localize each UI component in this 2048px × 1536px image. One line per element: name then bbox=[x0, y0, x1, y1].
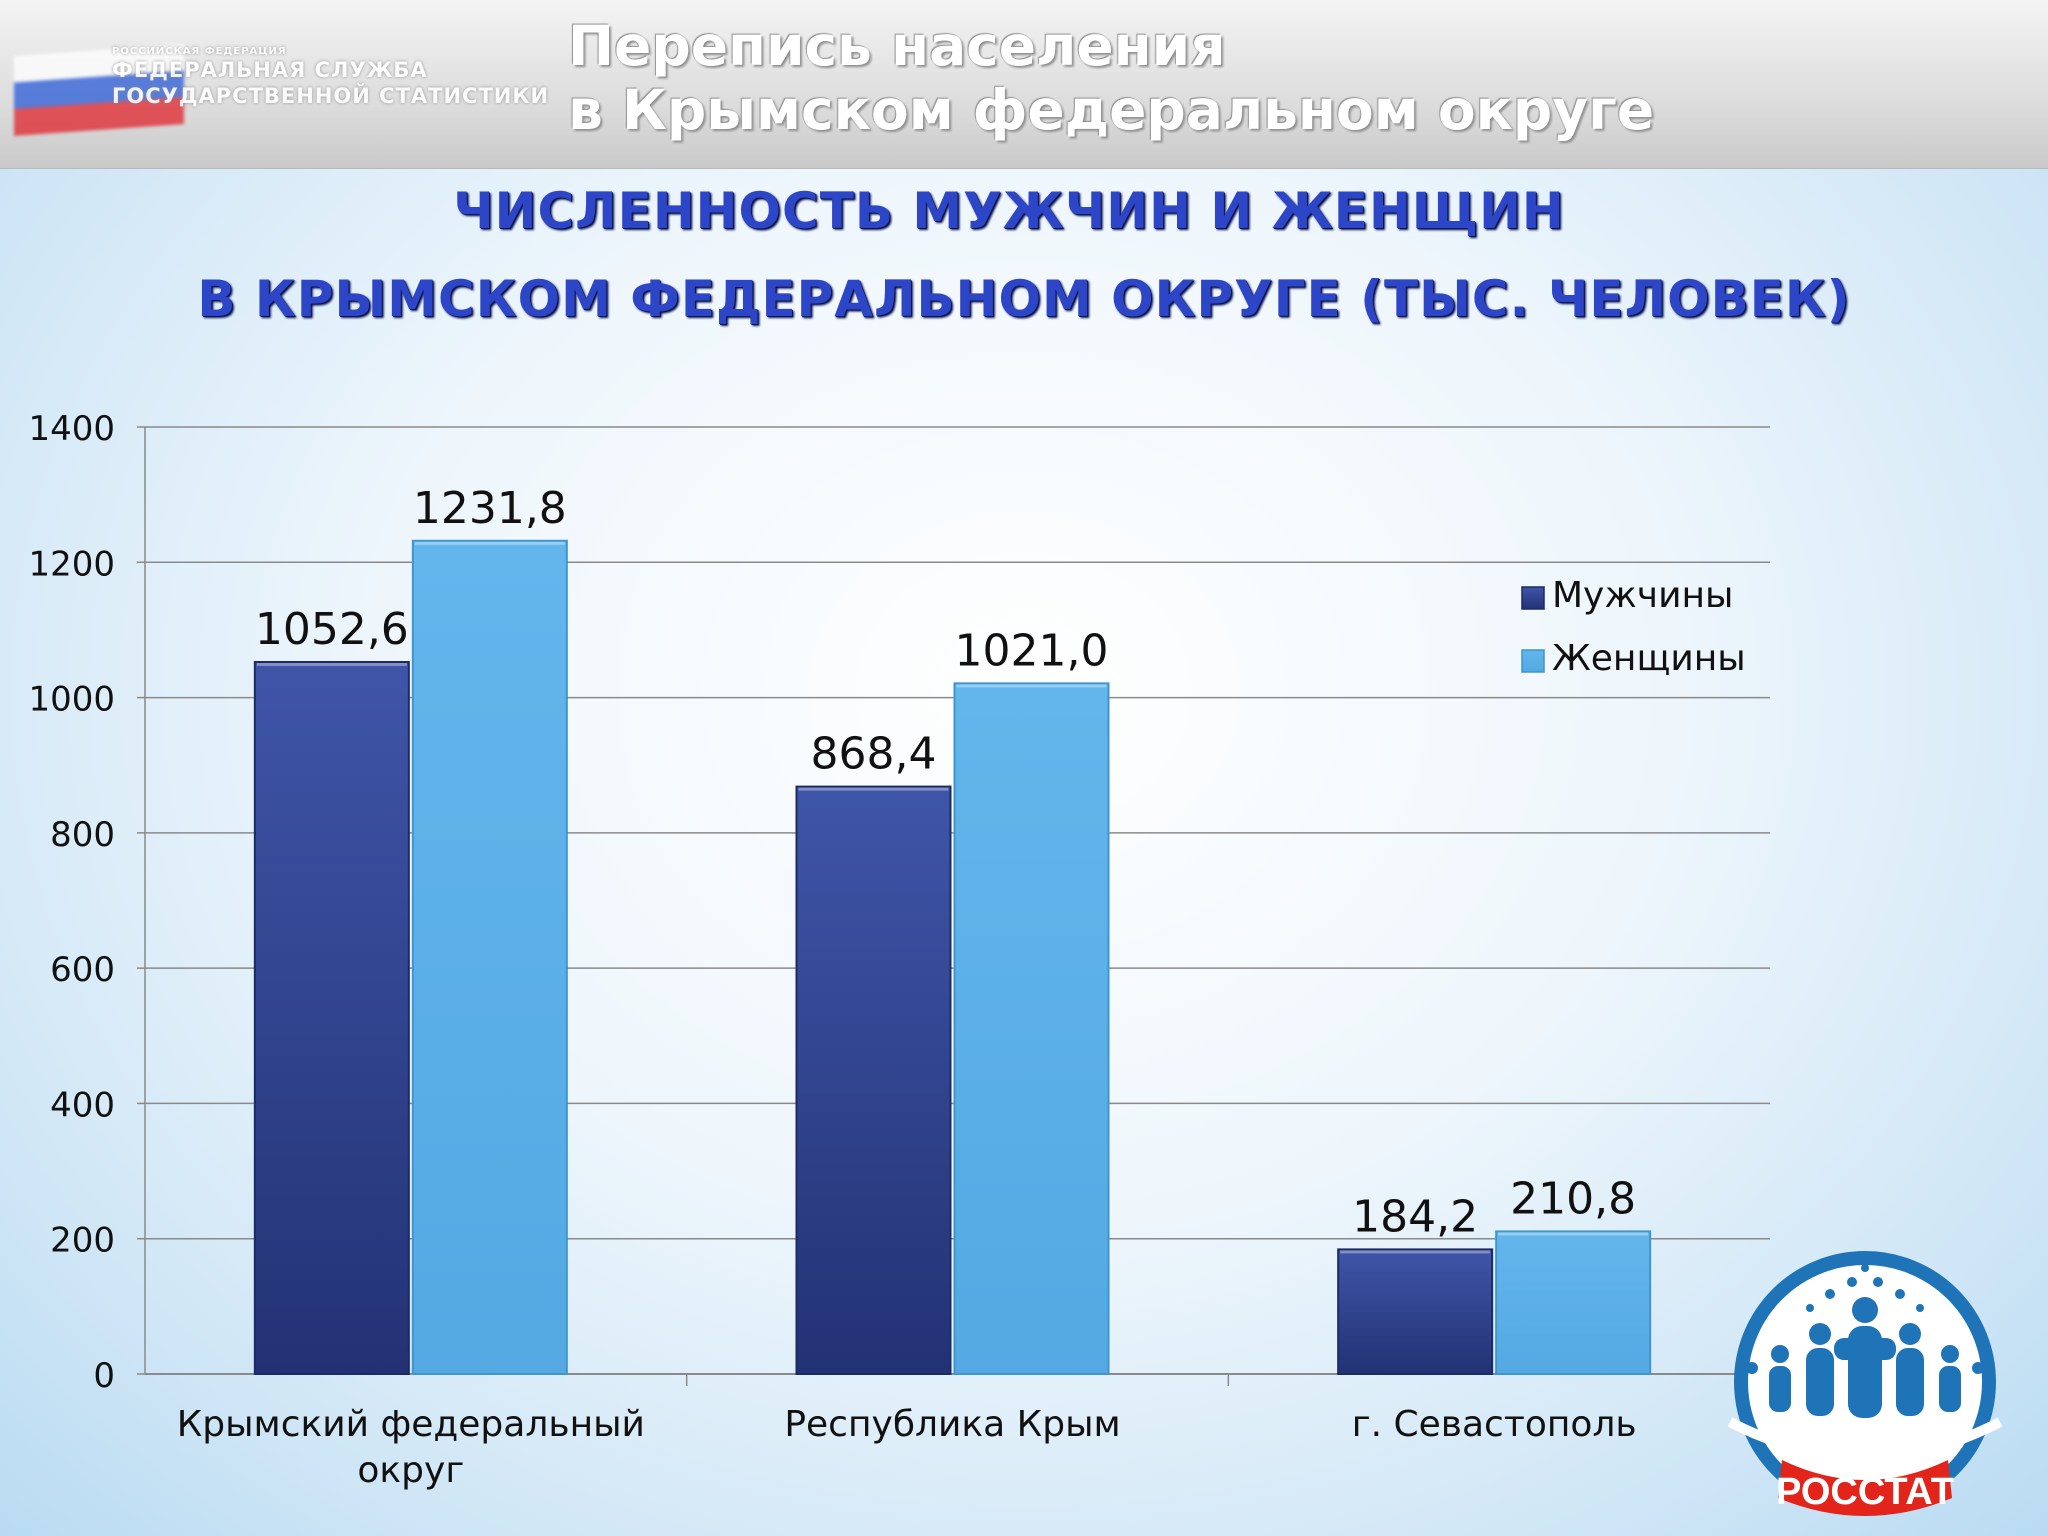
rosstat-logo-icon: РОССТАТ bbox=[1727, 1251, 2003, 1516]
data-label: 1231,8 bbox=[413, 483, 567, 534]
logo-text: РОССТАТ bbox=[1776, 1471, 1954, 1513]
legend-label: Женщины bbox=[1552, 638, 1746, 679]
bar-highlight bbox=[798, 787, 949, 791]
agency-line-2: ГОСУДАРСТВЕННОЙ СТАТИСТИКИ bbox=[112, 84, 550, 108]
data-label: 1052,6 bbox=[255, 604, 409, 655]
bar-highlight bbox=[956, 684, 1107, 688]
bar-women bbox=[953, 682, 1110, 1375]
header-banner: РОССИЙСКАЯ ФЕДЕРАЦИЯ ФЕДЕРАЛЬНАЯ СЛУЖБА … bbox=[0, 0, 2048, 169]
agency-name: РОССИЙСКАЯ ФЕДЕРАЦИЯ ФЕДЕРАЛЬНАЯ СЛУЖБА … bbox=[112, 46, 549, 109]
bar-men bbox=[253, 660, 410, 1375]
bar-highlight bbox=[414, 541, 565, 545]
x-tick-label: Республика Крым bbox=[784, 1404, 1120, 1445]
legend-swatch-men bbox=[1521, 586, 1545, 610]
y-tick-label: 1000 bbox=[28, 680, 115, 720]
legend-swatch-women bbox=[1521, 649, 1545, 673]
y-tick-label: 0 bbox=[93, 1356, 115, 1396]
x-tick-label: округ bbox=[357, 1450, 464, 1491]
axes: 0 200 400 600 800 1000 1200 1400 Крымский федера… bbox=[28, 409, 1770, 1491]
y-tick-label: 1200 bbox=[28, 544, 115, 584]
data-label: 868,4 bbox=[811, 729, 937, 780]
y-tick-label: 800 bbox=[50, 815, 115, 855]
chart-title-line-2: В КРЫМСКОМ ФЕДЕРАЛЬНОМ ОКРУГЕ (ТЫС. ЧЕЛО… bbox=[197, 270, 1851, 328]
x-tick-label: г. Севастополь bbox=[1352, 1404, 1637, 1445]
chart-title-line-1: ЧИСЛЕННОСТЬ МУЖЧИН И ЖЕНЩИН bbox=[453, 182, 1565, 240]
agency-small-label: РОССИЙСКАЯ ФЕДЕРАЦИЯ bbox=[112, 46, 287, 57]
bars bbox=[253, 539, 1652, 1375]
legend: Мужчины Женщины bbox=[1521, 575, 1746, 679]
bar-highlight bbox=[1498, 1232, 1649, 1236]
y-tick-label: 600 bbox=[50, 950, 115, 990]
y-tick-label: 200 bbox=[50, 1221, 115, 1261]
header-title: Перепись населения в Крымском федерально… bbox=[568, 14, 1654, 142]
bar-highlight bbox=[256, 662, 407, 666]
y-tick-label: 400 bbox=[50, 1085, 115, 1125]
data-label: 184,2 bbox=[1352, 1191, 1478, 1242]
header-title-line-2: в Крымском федеральном округе bbox=[568, 78, 1655, 142]
y-tick-label: 1400 bbox=[28, 409, 115, 449]
data-label: 1021,0 bbox=[955, 625, 1109, 676]
agency-line-1: ФЕДЕРАЛЬНАЯ СЛУЖБА bbox=[112, 58, 428, 82]
bar-women bbox=[411, 539, 568, 1375]
header-title-line-1: Перепись населения bbox=[568, 14, 1226, 78]
x-tick-label: Крымский федеральный bbox=[177, 1404, 645, 1445]
bar-women bbox=[1495, 1230, 1652, 1375]
bar-men bbox=[1337, 1248, 1494, 1375]
chart-title: ЧИСЛЕННОСТЬ МУЖЧИН И ЖЕНЩИН В КРЫМСКОМ Ф… bbox=[0, 178, 2048, 332]
bar-highlight bbox=[1340, 1250, 1491, 1254]
data-label: 210,8 bbox=[1510, 1173, 1636, 1224]
data-labels: 1052,6 1231,8 868,4 1021,0 184,2 210,8 bbox=[255, 483, 1636, 1243]
legend-label: Мужчины bbox=[1552, 575, 1733, 616]
bar-men bbox=[795, 785, 952, 1375]
